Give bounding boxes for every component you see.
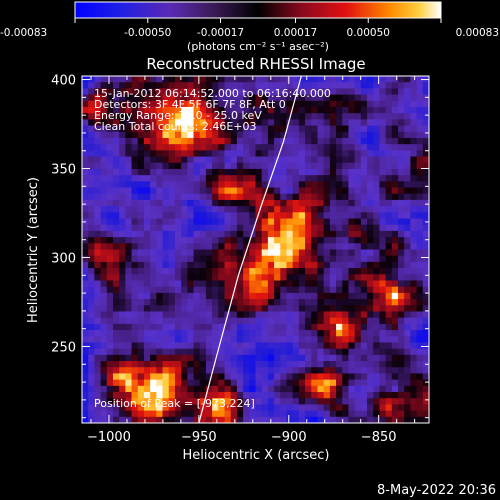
chart-title: Reconstructed RHESSI Image: [146, 55, 365, 73]
x-tick-label: −900: [271, 430, 307, 445]
colorbar-tick-label: 0.00083: [456, 27, 499, 39]
annotation-time-range: 15-Jan-2012 06:14:52.000 to 06:16:40.000: [94, 87, 331, 100]
colorbar-tick-label: -0.00083: [0, 27, 47, 39]
colorbar-units: (photons cm⁻² s⁻¹ asec⁻²): [187, 40, 329, 53]
colorbar-tick-label: 0.00050: [347, 27, 390, 39]
annotation-peak-position: Position of Peak = [-973,224]: [94, 397, 255, 410]
annotation-clean: Clean Total counts: 2.46E+03: [94, 120, 257, 133]
colorbar: [74, 1, 442, 19]
solar-limb-curve: [198, 76, 302, 423]
y-tick-label: 400: [51, 74, 76, 89]
plot-frame: [81, 75, 430, 424]
x-tick-label: −1000: [87, 430, 131, 445]
y-axis-label: Heliocentric Y (arcsec): [26, 177, 41, 323]
y-tick-label: 250: [51, 340, 76, 355]
colorbar-tick-label: 0.00017: [274, 27, 317, 39]
y-tick-label: 300: [51, 252, 76, 267]
annotation-detectors: Detectors: 3F 4F 5F 6F 7F 8F, Att 0: [94, 98, 286, 111]
annotation-energy: Energy Range: 12.0 - 25.0 keV: [94, 109, 262, 122]
colorbar-tick-label: -0.00017: [197, 27, 244, 39]
colorbar-ticks: [74, 18, 442, 23]
heatmap-image: [82, 76, 429, 423]
x-axis-ticks: −1000 −950 −900 −850: [87, 76, 416, 445]
x-axis-label: Heliocentric X (arcsec): [183, 448, 330, 463]
x-tick-label: −950: [181, 430, 217, 445]
timestamp: 8-May-2022 20:36: [377, 483, 496, 498]
colorbar-tick-label: -0.00050: [124, 27, 171, 39]
y-axis-ticks: 250 300 350 400: [51, 74, 429, 419]
colorbar-tick-labels: -0.00083 -0.00050 -0.00017 0.00017 0.00050 0.…: [0, 27, 499, 39]
x-tick-label: −850: [361, 430, 397, 445]
y-tick-label: 350: [51, 163, 76, 178]
